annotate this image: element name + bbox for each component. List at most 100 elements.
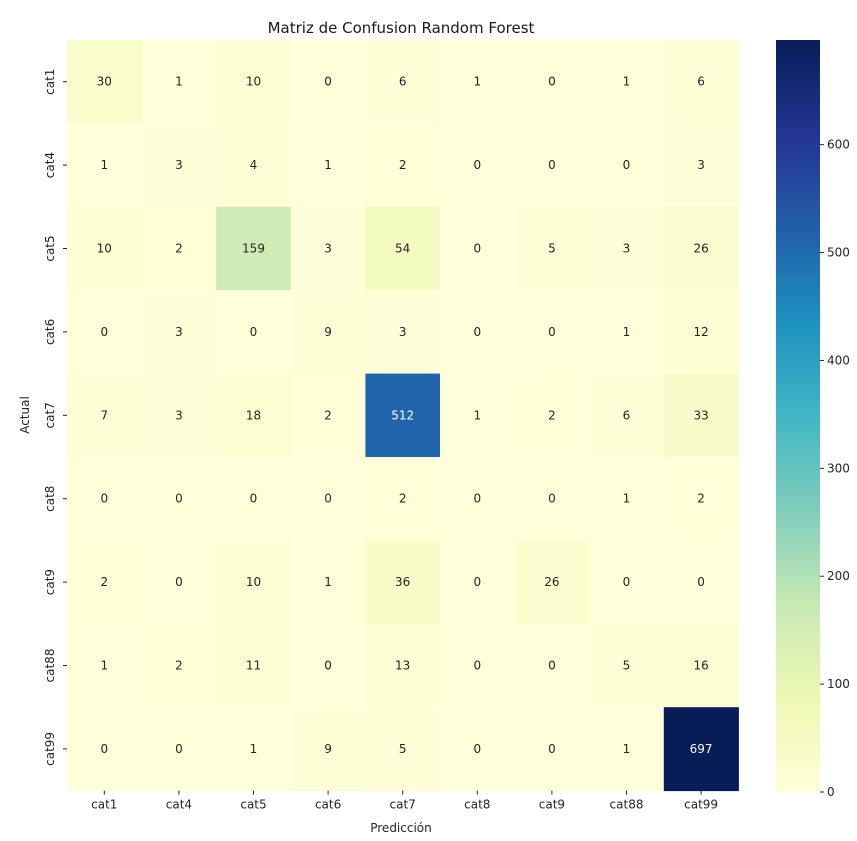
cell-value-label: 2 <box>175 242 183 256</box>
heatmap-cells: 30 1 10 0 6 1 0 1 61 3 4 1 2 0 0 0 310 2 159 3 54 0 5 3 260 3 0 9 3 0… <box>67 40 739 792</box>
x-tick-label: cat88 <box>610 798 644 812</box>
cell-value-label: 0 <box>175 575 183 589</box>
cell-value-label: 9 <box>324 325 332 339</box>
cell-value-label: 2 <box>100 575 108 589</box>
heatmap-cell <box>290 206 366 291</box>
cell-value-label: 2 <box>175 659 183 673</box>
cell-value-label: 0 <box>324 75 332 89</box>
y-axis-label: Actual <box>18 396 32 434</box>
colorbar-tick-label: 0 <box>827 785 835 799</box>
colorbar <box>776 40 820 792</box>
cell-value-label: 1 <box>623 75 631 89</box>
cell-value-label: 9 <box>324 742 332 756</box>
heatmap-cell <box>216 373 292 458</box>
cell-value-label: 54 <box>395 242 410 256</box>
heatmap-cell <box>440 206 516 291</box>
heatmap-cell <box>440 707 516 792</box>
heatmap-cell <box>141 40 217 124</box>
cell-value-label: 0 <box>175 492 183 506</box>
cell-value-label: 3 <box>175 325 183 339</box>
heatmap-cell <box>365 290 441 375</box>
cell-value-label: 512 <box>391 408 414 422</box>
y-tick-label: cat88 <box>43 649 57 683</box>
cell-value-label: 0 <box>250 325 258 339</box>
colorbar-tick-label: 600 <box>827 138 850 152</box>
x-axis-ticks: cat1 cat4 cat5 cat6 cat7 cat8 cat9 cat88 cat99 <box>91 790 718 812</box>
cell-value-label: 0 <box>175 742 183 756</box>
heatmap-cell <box>216 206 292 291</box>
cell-value-label: 1 <box>250 742 258 756</box>
heatmap-cell <box>663 457 739 541</box>
heatmap-cell <box>216 623 292 708</box>
heatmap-cell <box>365 623 441 708</box>
cell-value-label: 6 <box>697 75 705 89</box>
cell-value-label: 2 <box>399 492 407 506</box>
heatmap-cell <box>589 123 665 208</box>
cell-value-label: 0 <box>623 158 631 172</box>
heatmap-cell <box>67 457 143 541</box>
cell-value-label: 11 <box>246 659 261 673</box>
cell-value-label: 3 <box>175 408 183 422</box>
heatmap-cell <box>216 123 292 208</box>
heatmap-cell <box>290 290 366 375</box>
cell-value-label: 4 <box>250 158 258 172</box>
heatmap-cell <box>141 623 217 708</box>
heatmap-cell <box>514 40 590 124</box>
heatmap-cell <box>663 40 739 124</box>
cell-value-label: 12 <box>693 325 708 339</box>
heatmap-cell <box>589 206 665 291</box>
heatmap-cell <box>216 540 292 625</box>
heatmap-cell <box>67 707 143 792</box>
heatmap-cell <box>514 707 590 792</box>
cell-value-label: 2 <box>399 158 407 172</box>
cell-value-label: 13 <box>395 659 410 673</box>
cell-value-label: 0 <box>548 75 556 89</box>
cell-value-label: 3 <box>697 158 705 172</box>
cell-value-label: 0 <box>548 742 556 756</box>
heatmap-cell <box>216 457 292 541</box>
heatmap-cell <box>290 623 366 708</box>
cell-value-label: 18 <box>246 408 261 422</box>
cell-value-label: 10 <box>246 75 261 89</box>
heatmap-cell <box>290 373 366 458</box>
cell-value-label: 2 <box>697 492 705 506</box>
heatmap-cell <box>589 457 665 541</box>
heatmap-cell <box>216 290 292 375</box>
cell-value-label: 30 <box>97 75 112 89</box>
colorbar-tick-label: 500 <box>827 246 850 260</box>
cell-value-label: 1 <box>623 742 631 756</box>
heatmap-cell <box>440 540 516 625</box>
heatmap-cell <box>365 540 441 625</box>
heatmap-cell <box>365 123 441 208</box>
cell-value-label: 2 <box>548 408 556 422</box>
cell-value-label: 0 <box>324 659 332 673</box>
colorbar-ticks: 0 100 200 300 400 500 600 <box>820 138 850 799</box>
x-tick-label: cat6 <box>315 798 341 812</box>
y-tick-label: cat99 <box>43 732 57 766</box>
cell-value-label: 26 <box>693 242 708 256</box>
x-tick-label: cat1 <box>91 798 117 812</box>
cell-value-label: 3 <box>623 242 631 256</box>
heatmap-cell <box>440 290 516 375</box>
y-tick-label: cat8 <box>43 486 57 512</box>
heatmap-cell <box>216 40 292 124</box>
heatmap-cell <box>663 206 739 291</box>
heatmap-cell <box>290 457 366 541</box>
heatmap-cell <box>290 40 366 124</box>
heatmap-cell <box>67 623 143 708</box>
cell-value-label: 0 <box>623 575 631 589</box>
y-tick-label: cat6 <box>43 319 57 345</box>
y-tick-label: cat5 <box>43 235 57 261</box>
x-tick-label: cat5 <box>240 798 266 812</box>
y-tick-label: cat7 <box>43 402 57 428</box>
heatmap-cell <box>290 540 366 625</box>
heatmap-cell <box>589 540 665 625</box>
y-tick-label: cat4 <box>43 152 57 178</box>
heatmap-cell <box>663 290 739 375</box>
cell-value-label: 33 <box>693 408 708 422</box>
heatmap-cell <box>514 206 590 291</box>
y-axis-ticks: cat1 cat4 cat5 cat6 cat7 cat8 cat9 cat88 cat99 <box>43 69 67 766</box>
heatmap-cell <box>141 457 217 541</box>
